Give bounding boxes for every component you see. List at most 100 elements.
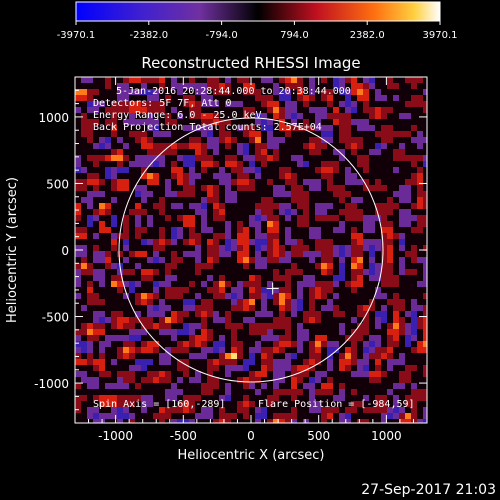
heatmap-cell bbox=[315, 335, 321, 341]
heatmap-cell bbox=[375, 137, 381, 143]
heatmap-cell bbox=[135, 341, 141, 347]
heatmap-cell bbox=[165, 335, 171, 341]
heatmap-cell bbox=[213, 227, 219, 233]
heatmap-cell bbox=[147, 383, 153, 389]
heatmap-cell bbox=[393, 101, 399, 107]
heatmap-cell bbox=[117, 143, 123, 149]
heatmap-cell bbox=[351, 143, 357, 149]
heatmap-cell bbox=[303, 317, 309, 323]
heatmap-cell bbox=[81, 269, 87, 275]
heatmap-cell bbox=[417, 245, 423, 251]
heatmap-cell bbox=[315, 329, 321, 335]
heatmap-cell bbox=[315, 143, 321, 149]
heatmap-cell bbox=[309, 143, 315, 149]
heatmap-cell bbox=[183, 317, 189, 323]
heatmap-cell bbox=[147, 419, 153, 423]
heatmap-cell bbox=[279, 389, 285, 395]
heatmap-cell bbox=[309, 233, 315, 239]
heatmap-cell bbox=[297, 395, 303, 401]
heatmap-cell bbox=[93, 287, 99, 293]
heatmap-cell bbox=[339, 143, 345, 149]
heatmap-cell bbox=[381, 197, 387, 203]
heatmap-cell bbox=[81, 185, 87, 191]
heatmap-cell bbox=[303, 359, 309, 365]
heatmap-cell bbox=[405, 167, 411, 173]
heatmap-cell bbox=[207, 137, 213, 143]
heatmap-cell bbox=[201, 95, 207, 101]
heatmap-cell bbox=[273, 173, 279, 179]
heatmap-cell bbox=[111, 101, 117, 107]
heatmap-cell bbox=[423, 257, 427, 263]
heatmap-cell bbox=[81, 107, 87, 113]
heatmap-cell bbox=[369, 245, 375, 251]
heatmap-cell bbox=[255, 101, 261, 107]
heatmap-cell bbox=[291, 377, 297, 383]
heatmap-cell bbox=[195, 137, 201, 143]
heatmap-cell bbox=[417, 257, 423, 263]
heatmap-cell bbox=[333, 143, 339, 149]
heatmap-cell bbox=[357, 149, 363, 155]
heatmap-cell bbox=[411, 311, 417, 317]
heatmap-cell bbox=[249, 209, 255, 215]
heatmap-cell bbox=[177, 275, 183, 281]
heatmap-cell bbox=[237, 131, 243, 137]
heatmap-cell bbox=[279, 407, 285, 413]
heatmap-cell bbox=[279, 101, 285, 107]
heatmap-cell bbox=[159, 311, 165, 317]
heatmap-cell bbox=[369, 383, 375, 389]
heatmap-cell bbox=[201, 287, 207, 293]
heatmap-cell bbox=[381, 329, 387, 335]
heatmap-cell bbox=[387, 137, 393, 143]
heatmap-cell bbox=[375, 95, 381, 101]
heatmap-cell bbox=[165, 233, 171, 239]
heatmap-cell bbox=[363, 383, 369, 389]
heatmap-cell bbox=[411, 173, 417, 179]
heatmap-cell bbox=[147, 203, 153, 209]
heatmap-cell bbox=[153, 197, 159, 203]
heatmap-cell bbox=[183, 83, 189, 89]
heatmap-cell bbox=[357, 275, 363, 281]
heatmap-cell bbox=[303, 233, 309, 239]
heatmap-cell bbox=[393, 149, 399, 155]
heatmap-cell bbox=[291, 305, 297, 311]
heatmap-cell bbox=[201, 305, 207, 311]
heatmap-cell bbox=[213, 269, 219, 275]
heatmap-cell bbox=[267, 167, 273, 173]
heatmap-cell bbox=[111, 191, 117, 197]
heatmap-cell bbox=[201, 143, 207, 149]
heatmap-cell bbox=[255, 179, 261, 185]
heatmap-cell bbox=[369, 281, 375, 287]
heatmap-cell bbox=[201, 101, 207, 107]
heatmap-cell bbox=[267, 89, 273, 95]
annotation-energy-range: Energy Range: 6.0 - 25.0 keV bbox=[93, 110, 262, 121]
heatmap-cell bbox=[315, 209, 321, 215]
heatmap-cell bbox=[285, 275, 291, 281]
heatmap-cell bbox=[99, 155, 105, 161]
heatmap-cell bbox=[93, 221, 99, 227]
heatmap-cell bbox=[375, 323, 381, 329]
heatmap-cell bbox=[327, 233, 333, 239]
heatmap-cell bbox=[255, 419, 261, 423]
heatmap-cell bbox=[291, 359, 297, 365]
heatmap-cell bbox=[93, 161, 99, 167]
heatmap-cell bbox=[105, 197, 111, 203]
heatmap-cell bbox=[279, 137, 285, 143]
heatmap-cell bbox=[189, 311, 195, 317]
heatmap-cell bbox=[285, 353, 291, 359]
heatmap-cell bbox=[333, 167, 339, 173]
heatmap-cell bbox=[117, 371, 123, 377]
heatmap-cell bbox=[189, 347, 195, 353]
heatmap-cell bbox=[267, 251, 273, 257]
heatmap-cell bbox=[243, 401, 249, 407]
y-tick-label: 500 bbox=[46, 177, 69, 191]
heatmap-cell bbox=[369, 269, 375, 275]
heatmap-cell bbox=[405, 245, 411, 251]
heatmap-cell bbox=[333, 383, 339, 389]
heatmap-cell bbox=[339, 329, 345, 335]
heatmap-cell bbox=[303, 299, 309, 305]
heatmap-cell bbox=[345, 281, 351, 287]
heatmap-cell bbox=[381, 335, 387, 341]
heatmap-cell bbox=[231, 197, 237, 203]
heatmap-cell bbox=[285, 227, 291, 233]
heatmap-cell bbox=[147, 323, 153, 329]
